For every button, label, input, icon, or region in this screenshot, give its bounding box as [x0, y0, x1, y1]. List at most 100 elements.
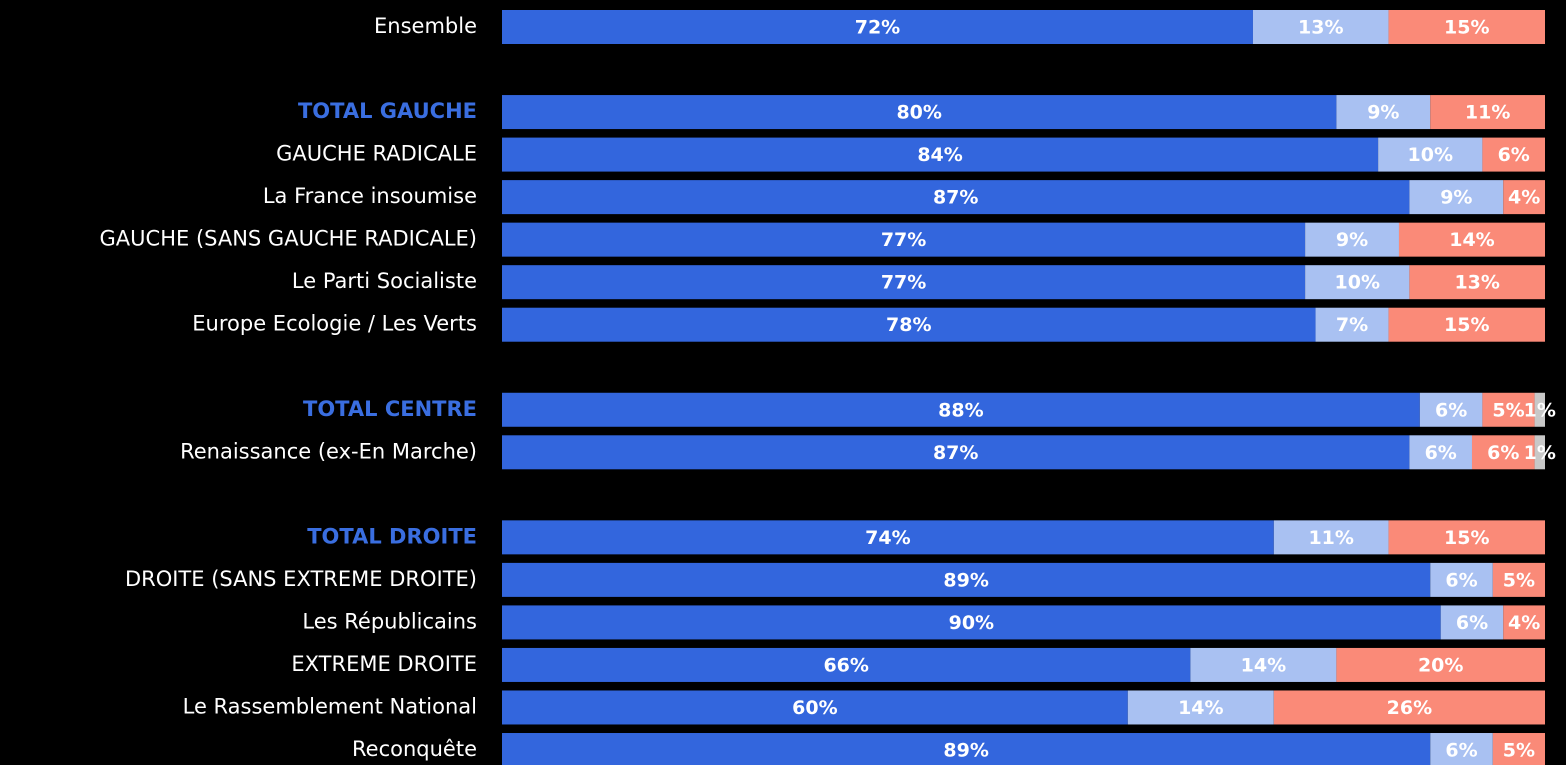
value-label: 10% [1335, 272, 1380, 294]
bar-segment [1336, 95, 1431, 130]
value-label: 9% [1336, 229, 1368, 251]
category-label: EXTREME DROITE [291, 652, 477, 676]
bar-segment [1471, 435, 1535, 470]
bar-segment [1378, 137, 1483, 172]
bar-segment [1388, 307, 1545, 342]
value-label: 1% [1524, 442, 1556, 464]
bar-segment [1440, 605, 1504, 640]
bar-segment [1409, 265, 1545, 300]
value-label: 10% [1408, 144, 1453, 166]
value-label: 84% [917, 144, 962, 166]
category-label: Le Parti Socialiste [292, 269, 477, 293]
category-label: GAUCHE (SANS GAUCHE RADICALE) [100, 227, 477, 251]
bar-segment [1398, 222, 1545, 257]
category-label: DROITE (SANS EXTREME DROITE) [125, 567, 477, 591]
bar-segment [1252, 10, 1389, 44]
value-label: 14% [1449, 229, 1494, 251]
bar-segment [1273, 520, 1389, 555]
value-label: 78% [886, 314, 931, 336]
value-label: 9% [1440, 187, 1472, 209]
bar-segment [502, 605, 1441, 640]
bar-segment [1503, 605, 1545, 640]
bar-segment [502, 733, 1431, 765]
category-label: Le Rassemblement National [183, 694, 477, 718]
value-label: 6% [1425, 442, 1457, 464]
bar-segment [1190, 647, 1337, 682]
bar-segment [1503, 180, 1545, 215]
bar-segment [1336, 647, 1545, 682]
bar-segment [1482, 137, 1545, 172]
category-label: GAUCHE RADICALE [276, 142, 477, 166]
value-label: 6% [1435, 399, 1467, 421]
bar-segment [1430, 95, 1545, 130]
category-label: La France insoumise [263, 184, 477, 208]
value-label: 6% [1456, 612, 1488, 634]
bar-segment [1534, 392, 1545, 427]
category-label: TOTAL GAUCHE [298, 99, 477, 123]
value-label: 26% [1387, 697, 1432, 719]
bar-segment [502, 180, 1410, 215]
value-label: 5% [1503, 740, 1535, 762]
value-label: 6% [1445, 740, 1477, 762]
value-label: 60% [792, 697, 837, 719]
value-label: 87% [933, 442, 978, 464]
value-label: 6% [1498, 144, 1530, 166]
value-label: 7% [1336, 314, 1368, 336]
bar-segment [1419, 392, 1483, 427]
bar-segment [502, 392, 1420, 427]
bar-segment [502, 265, 1306, 300]
bar-segment [1305, 265, 1410, 300]
value-label: 15% [1444, 527, 1489, 549]
bar-segment [502, 222, 1306, 257]
bar-segment [1409, 435, 1472, 470]
bar-segment [502, 95, 1337, 130]
value-label: 89% [943, 740, 988, 762]
bar-segment [502, 647, 1191, 682]
value-label: 5% [1492, 399, 1524, 421]
value-label: 4% [1508, 612, 1540, 634]
value-label: 9% [1367, 102, 1399, 124]
category-label: Ensemble [374, 14, 477, 38]
category-label: Les Républicains [302, 609, 477, 633]
bar-segment [1430, 562, 1493, 597]
bar-segment [502, 690, 1128, 725]
value-label: 6% [1487, 442, 1519, 464]
value-label: 14% [1241, 654, 1286, 676]
value-label: 15% [1444, 314, 1489, 336]
bar-segment [502, 137, 1379, 172]
value-label: 74% [865, 527, 910, 549]
value-label: 88% [938, 399, 983, 421]
bar-segment [1409, 180, 1504, 215]
bar-segment [1305, 222, 1399, 257]
bar-segment [1492, 562, 1545, 597]
value-label: 77% [881, 272, 926, 294]
bar-segment [1127, 690, 1274, 725]
value-label: 1% [1524, 399, 1556, 421]
bar-segment [502, 562, 1431, 597]
value-label: 5% [1503, 569, 1535, 591]
bar-segment [502, 10, 1253, 44]
bar-segment [502, 520, 1274, 555]
category-label: Reconquête [352, 737, 477, 761]
category-label: TOTAL CENTRE [303, 397, 477, 421]
bar-segment [1388, 520, 1545, 555]
value-label: 20% [1418, 654, 1463, 676]
bar-segment [502, 435, 1410, 470]
value-label: 4% [1508, 187, 1540, 209]
value-label: 87% [933, 187, 978, 209]
bar-segment [1315, 307, 1389, 342]
bar-segment [1534, 435, 1545, 470]
bar-segment [1492, 733, 1545, 765]
value-label: 72% [855, 17, 900, 39]
value-label: 11% [1465, 102, 1510, 124]
category-label: TOTAL DROITE [307, 524, 477, 548]
bar-segment [1273, 690, 1545, 725]
category-label: Renaissance (ex-En Marche) [180, 439, 477, 463]
value-label: 80% [896, 102, 941, 124]
value-label: 13% [1454, 272, 1499, 294]
value-label: 6% [1445, 569, 1477, 591]
value-label: 77% [881, 229, 926, 251]
bar-segment [1430, 733, 1493, 765]
value-label: 14% [1178, 697, 1223, 719]
category-label: Europe Ecologie / Les Verts [192, 312, 477, 336]
